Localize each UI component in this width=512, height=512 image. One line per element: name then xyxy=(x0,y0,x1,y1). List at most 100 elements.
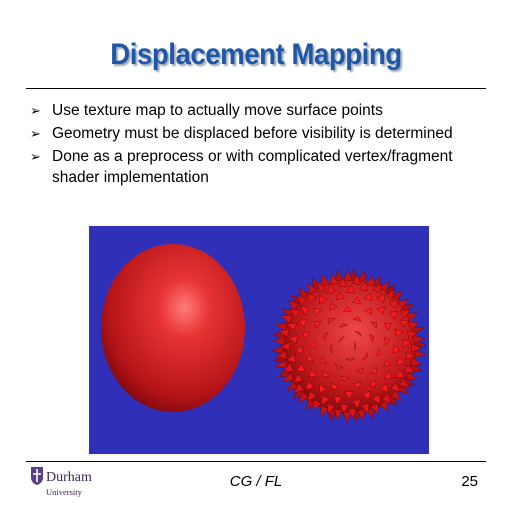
surface-spike xyxy=(338,277,348,288)
surface-spike xyxy=(320,355,328,365)
surface-spike xyxy=(398,377,411,388)
surface-spike xyxy=(388,311,399,320)
surface-spike xyxy=(327,317,336,325)
surface-spike xyxy=(333,395,343,405)
surface-spike xyxy=(291,294,303,307)
surface-spike xyxy=(381,393,392,405)
surface-spike xyxy=(301,330,310,340)
surface-spike xyxy=(356,409,366,422)
surface-spike xyxy=(399,319,410,329)
bullet-text: Done as a preprocess or with complicated… xyxy=(52,148,453,186)
surface-spike xyxy=(314,321,322,329)
surface-spike xyxy=(298,391,310,403)
surface-spike xyxy=(354,331,362,337)
surface-spike xyxy=(351,296,361,304)
surface-spike xyxy=(281,308,294,319)
surface-spike xyxy=(311,339,317,350)
surface-spike xyxy=(313,307,322,316)
surface-spike xyxy=(318,281,327,293)
surface-spike xyxy=(391,290,403,302)
surface-spike xyxy=(372,282,381,294)
surface-spike xyxy=(286,322,297,332)
surface-spike xyxy=(334,408,344,421)
surface-spike xyxy=(292,373,304,383)
surface-spike xyxy=(275,322,288,332)
surface-spike xyxy=(379,280,390,293)
surface-spike xyxy=(329,344,334,354)
bullet-text: Use texture map to actually move surface… xyxy=(52,102,383,119)
surface-spike xyxy=(307,391,317,402)
surface-spike xyxy=(390,390,402,402)
surface-spike xyxy=(322,370,330,378)
page-number: 25 xyxy=(461,473,478,490)
footer-divider xyxy=(26,461,486,462)
surface-spike xyxy=(296,363,306,372)
surface-spike xyxy=(346,284,356,294)
surface-spike xyxy=(411,343,423,353)
surface-spike xyxy=(360,402,370,414)
surface-spike xyxy=(352,399,362,409)
surface-spike xyxy=(339,323,349,328)
surface-spike xyxy=(338,335,345,343)
bullet-arrow-icon: ➢ xyxy=(30,103,41,118)
surface-spike xyxy=(339,403,349,414)
bullet-list: ➢ Use texture map to actually move surfa… xyxy=(30,100,485,190)
surface-spike xyxy=(393,345,401,355)
title-divider xyxy=(26,88,486,89)
surface-spike xyxy=(376,293,386,304)
surface-spike xyxy=(403,364,416,373)
surface-spike xyxy=(351,273,361,285)
surface-spike xyxy=(386,394,398,407)
surface-spike xyxy=(280,342,291,352)
footer-course: CG / FL xyxy=(229,473,283,490)
surface-spike xyxy=(286,353,297,363)
surface-spike xyxy=(327,284,337,295)
durham-crest-icon xyxy=(31,467,43,485)
surface-spike xyxy=(383,358,391,367)
surface-spike xyxy=(379,383,389,393)
surface-spike xyxy=(330,383,340,391)
surface-spike xyxy=(321,395,330,406)
surface-spike xyxy=(405,312,419,322)
surface-spike xyxy=(396,299,409,310)
surface-spike xyxy=(413,349,426,358)
surface-spike xyxy=(312,399,322,411)
surface-spike xyxy=(288,335,298,345)
surface-spike xyxy=(271,345,284,355)
surface-spike xyxy=(348,408,357,420)
surface-spike xyxy=(405,371,418,381)
surface-spike xyxy=(390,382,401,393)
surface-spike xyxy=(300,305,311,315)
surface-spike xyxy=(287,300,300,311)
surface-spike xyxy=(273,336,285,346)
surface-spike xyxy=(340,376,350,382)
logo-subtitle: University xyxy=(46,487,82,497)
surface-spike xyxy=(355,367,365,373)
displaced-sphere xyxy=(271,268,427,424)
surface-spike xyxy=(370,321,378,329)
surface-spike xyxy=(292,387,305,400)
surface-spike xyxy=(352,316,362,322)
surface-spike xyxy=(345,358,355,361)
surface-spike xyxy=(335,291,345,300)
surface-spike xyxy=(399,309,411,319)
logo-name: Durham xyxy=(46,470,92,485)
surface-spike xyxy=(384,336,391,346)
surface-spike xyxy=(305,398,316,411)
surface-spike xyxy=(322,332,329,342)
surface-spike xyxy=(275,359,288,369)
surface-spike xyxy=(369,366,377,374)
surface-spike xyxy=(397,383,410,395)
surface-spike xyxy=(286,380,299,392)
surface-spike xyxy=(383,370,393,380)
surface-spike xyxy=(371,394,381,405)
surface-spike xyxy=(305,380,315,391)
surface-spike xyxy=(318,294,328,305)
bullet-item: ➢ Done as a preprocess or with complicat… xyxy=(30,146,485,188)
surface-spike xyxy=(343,269,353,282)
surface-spike xyxy=(278,328,290,338)
surface-spike xyxy=(334,269,344,282)
surface-spike xyxy=(321,274,330,287)
surface-spike xyxy=(388,299,399,310)
surface-spike xyxy=(363,292,373,302)
